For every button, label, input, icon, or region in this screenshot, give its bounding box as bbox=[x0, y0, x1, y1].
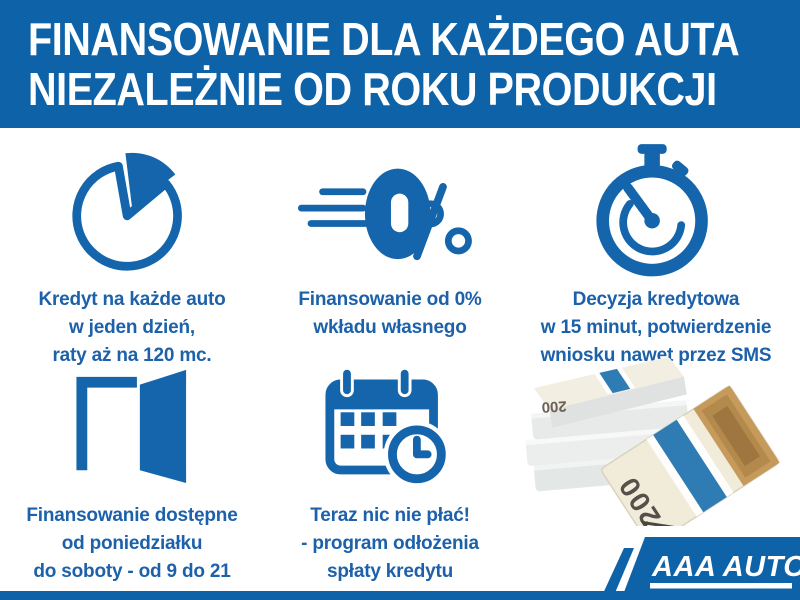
header-title-line1: FINANSOWANIE DLA KAŻDEGO AUTA bbox=[28, 13, 740, 65]
feature-caption: Finansowanie od 0% wkładu własnego bbox=[298, 289, 482, 338]
feature-caption: Kredyt na każde auto w jeden dzień, raty… bbox=[38, 289, 226, 366]
header-banner: FINANSOWANIE DLA KAŻDEGO AUTA NIEZALEŻNI… bbox=[0, 0, 800, 128]
feature-caption: Finansowanie dostępne od poniedziałku do… bbox=[26, 505, 238, 582]
feature-credit-one-day: Kredyt na każde auto w jeden dzień, raty… bbox=[8, 140, 256, 370]
feature-zero-percent: Finansowanie od 0% wkładu własnego bbox=[262, 140, 518, 342]
banknote-200-side-label: 200 bbox=[541, 397, 567, 415]
header-title-line2: NIEZALEŻNIE OD ROKU PRODUKCJI bbox=[28, 63, 717, 115]
logo-stripe bbox=[600, 548, 634, 600]
stopwatch-icon bbox=[593, 140, 719, 282]
binder-rings bbox=[340, 366, 412, 398]
feature-caption: Decyzja kredytowa w 15 minut, potwierdze… bbox=[540, 289, 772, 366]
zero-percent-icon bbox=[292, 140, 488, 282]
feature-availability: Finansowanie dostępne od poniedziałku do… bbox=[8, 360, 256, 586]
open-door-icon bbox=[73, 360, 191, 490]
logo-text: AAA AUTO bbox=[651, 551, 800, 583]
feature-caption: Teraz nic nie płać! - program odłożenia … bbox=[301, 505, 479, 582]
feature-fast-decision: Decyzja kredytowa w 15 minut, potwierdze… bbox=[518, 140, 794, 370]
aaa-auto-logo: AAA AUTO bbox=[588, 528, 800, 600]
footer-bar bbox=[0, 591, 800, 600]
calendar-clock-icon bbox=[324, 360, 456, 490]
money-stacks-photo: 200 200 bbox=[512, 358, 797, 526]
feature-deferred-payment: Teraz nic nie płać! - program odłożenia … bbox=[262, 360, 518, 586]
pie-chart-icon bbox=[69, 140, 195, 282]
logo-underline bbox=[650, 583, 792, 589]
